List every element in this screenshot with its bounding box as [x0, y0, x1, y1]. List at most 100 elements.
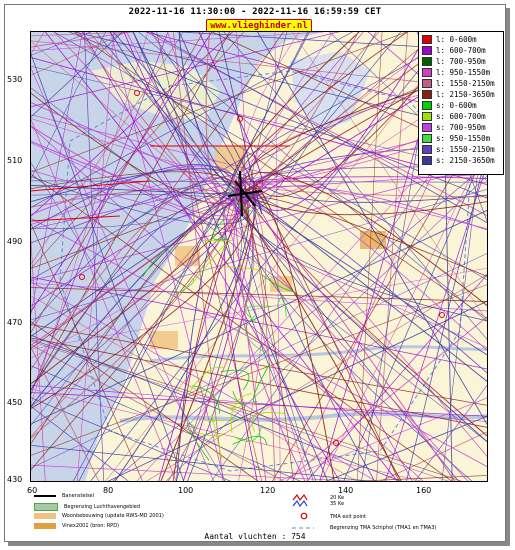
flight-track: [30, 199, 244, 308]
flight-track: [30, 334, 404, 482]
flight-count: Aantal vluchten : 754: [204, 532, 306, 541]
flight-track: [30, 180, 151, 192]
legend-item: s: 0-600m: [422, 100, 477, 110]
flight-track: [164, 174, 488, 482]
flight-track: [30, 31, 130, 77]
flight-track: [30, 50, 185, 482]
flight-track: [30, 180, 237, 440]
flight-track: [230, 393, 252, 433]
period-title: 2022-11-16 11:30:00 - 2022-11-16 16:59:5…: [128, 7, 382, 17]
key-label: Begrenzing Luchthavengebied: [64, 504, 141, 510]
contour-label-35: 35 Ke: [330, 501, 345, 507]
flight-track: [30, 218, 46, 482]
flight-track: [30, 114, 488, 230]
flight-track: [186, 422, 210, 461]
flight-track: [229, 185, 488, 231]
legend-item: s: 2150-3650m: [422, 155, 495, 165]
tma-exit-point-icon: [300, 512, 308, 520]
flight-track: [30, 175, 256, 225]
urban-swatch: [34, 513, 56, 519]
tma-exit-point: [237, 116, 243, 122]
flight-track: [254, 31, 455, 199]
flight-track: [305, 273, 488, 482]
flight-track: [30, 197, 249, 410]
flight-track: [320, 141, 488, 482]
flight-track: [405, 145, 488, 482]
flight-track: [259, 197, 488, 278]
flight-track: [211, 218, 228, 241]
key-label: Banenstelsel: [62, 493, 95, 499]
flight-track: [218, 31, 262, 214]
legend-label: l: 0-600m: [436, 34, 477, 44]
flight-track: [236, 194, 456, 482]
flight-track: [30, 215, 121, 222]
key-label: Vinex2001 (bron: RPD): [62, 523, 119, 529]
flight-track: [252, 188, 400, 482]
flight-track: [234, 31, 402, 205]
legend-label: s: 2150-3650m: [436, 155, 495, 165]
legend-label: l: 1550-2150m: [436, 78, 495, 88]
flight-track: [30, 40, 488, 90]
legend-swatch: [422, 45, 432, 55]
water-body: [290, 51, 370, 131]
airport-area-swatch: [34, 503, 58, 511]
flight-track: [202, 239, 233, 242]
flight-track: [256, 31, 488, 427]
flight-track: [211, 414, 223, 459]
flight-track: [30, 164, 238, 230]
flight-track: [30, 31, 466, 281]
flight-track: [30, 56, 488, 186]
y-tick-label: 510: [7, 156, 23, 165]
flight-track: [78, 31, 309, 482]
y-tick-label: 470: [7, 318, 23, 327]
flight-track: [231, 185, 260, 215]
flight-track: [30, 324, 488, 406]
y-tick-label: 530: [7, 75, 23, 84]
flight-track: [142, 246, 172, 277]
x-tick-label: 100: [178, 486, 194, 495]
legend-item: s: 600-700m: [422, 111, 486, 121]
flight-track: [186, 193, 254, 482]
flight-track: [76, 31, 115, 482]
flight-track: [112, 31, 267, 202]
flight-track: [376, 31, 408, 482]
legend-swatch: [422, 78, 432, 88]
legend-swatch: [422, 100, 432, 110]
flight-track: [176, 198, 246, 482]
flight-track: [258, 178, 488, 203]
flight-track: [30, 287, 488, 302]
flight-track: [30, 168, 247, 203]
flight-track: [323, 415, 488, 482]
river: [149, 345, 488, 363]
x-tick-label: 120: [260, 486, 276, 495]
flight-track: [284, 315, 488, 482]
key-label: Woonbebouwing (update RWS-MD 2001): [62, 513, 164, 519]
flight-track: [89, 31, 451, 482]
flight-track: [30, 31, 107, 182]
flight-track: [178, 31, 255, 186]
flight-track: [30, 320, 260, 482]
tma-exit-point: [333, 440, 339, 446]
flight-track: [30, 183, 247, 327]
flight-track: [30, 31, 235, 218]
legend-swatch: [422, 67, 432, 77]
flight-track: [225, 266, 261, 271]
urban-area: [175, 246, 200, 266]
flight-track: [30, 31, 246, 270]
flight-track: [245, 314, 268, 355]
flight-track: [30, 65, 488, 172]
x-tick-label: 60: [27, 486, 38, 495]
tma-exit-point: [439, 312, 445, 318]
tma-boundary-icon: [292, 527, 314, 529]
legend-label: s: 0-600m: [436, 100, 477, 110]
altitude-legend: l: 0-600m l: 600-700m l: 700-950m l: 950…: [418, 31, 504, 175]
flight-track: [251, 412, 287, 433]
flight-track: [222, 31, 488, 341]
legend-label: s: 1550-2150m: [436, 144, 495, 154]
flight-track: [220, 369, 250, 391]
legend-swatch: [422, 34, 432, 44]
flight-track: [30, 164, 488, 282]
flight-track: [30, 191, 243, 409]
tma-exit-label: TMA exit point: [330, 514, 367, 520]
flight-track: [30, 444, 381, 482]
